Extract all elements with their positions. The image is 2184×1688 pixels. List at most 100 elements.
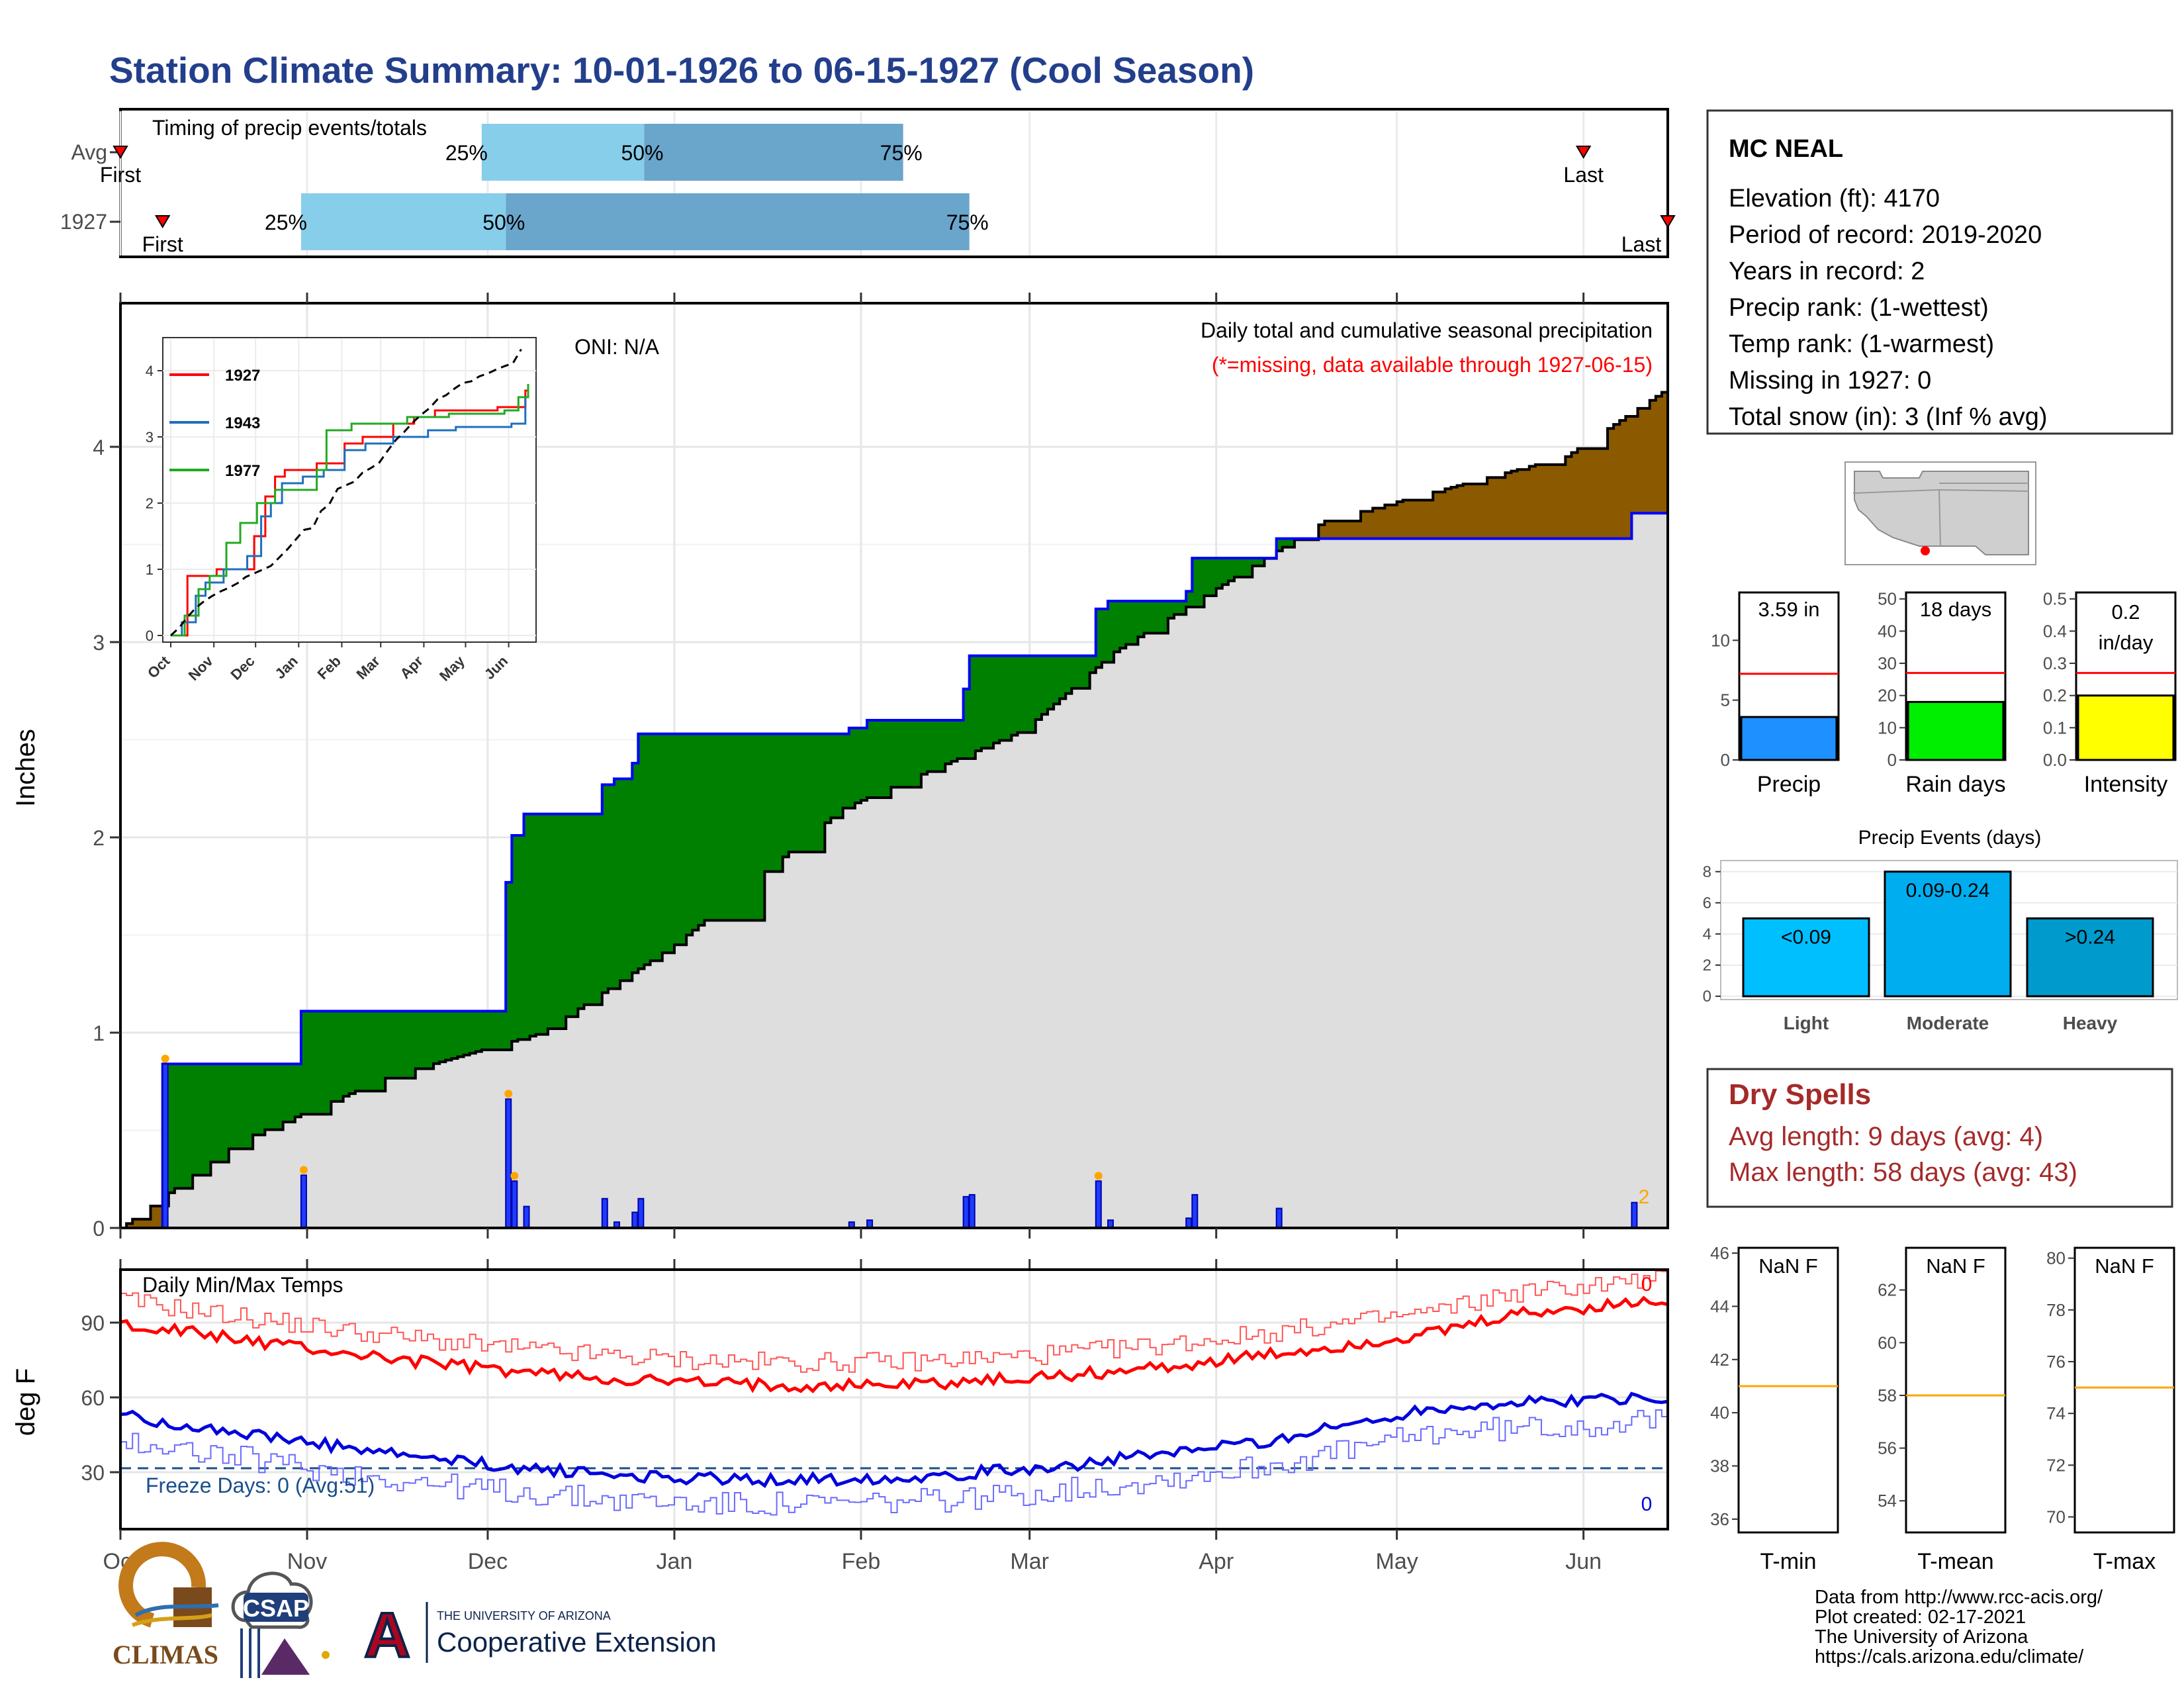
summary-bar-xlabel: Intensity bbox=[2084, 772, 2168, 797]
temp-summary-xlabel: T-mean bbox=[1917, 1549, 1993, 1574]
daily-precip-bar bbox=[1631, 1201, 1638, 1229]
summary-bar-unit: in/day bbox=[2099, 631, 2154, 654]
year-cumulative-line bbox=[120, 512, 1668, 1229]
temp-y-label: 30 bbox=[81, 1461, 105, 1485]
station-temp-rank: Temp rank: (1-warmest) bbox=[1729, 330, 1994, 358]
tmax-year-line bbox=[120, 1295, 1668, 1393]
timing-panel: Timing of precip events/totals Avg 1927 … bbox=[60, 108, 1676, 258]
summary-bar-value bbox=[1907, 700, 2005, 761]
last-label: Last bbox=[1563, 163, 1604, 187]
inset-y-label: 0 bbox=[146, 628, 154, 644]
month-label: May bbox=[1376, 1549, 1418, 1574]
timing-row-year-label: 1927 bbox=[60, 210, 107, 234]
daily-precip-bar bbox=[637, 1197, 645, 1229]
summary-y-label: 0.2 bbox=[2043, 686, 2067, 706]
summary-y-label: 5 bbox=[1721, 690, 1730, 710]
temp-summary-y-label: 54 bbox=[1878, 1491, 1897, 1511]
summary-y-label: 0.0 bbox=[2043, 750, 2067, 770]
station-info: MC NEAL Elevation (ft): 4170 Period of r… bbox=[1706, 109, 2173, 435]
event-bar-label: >0.24 bbox=[2065, 926, 2115, 948]
temp-summary-value: NaN F bbox=[2095, 1254, 2154, 1278]
daily-precip-bar bbox=[505, 1098, 512, 1229]
inset-frame bbox=[162, 337, 537, 643]
summary-bar-label: 0.2 bbox=[2111, 600, 2140, 624]
corner-count: 2 bbox=[1639, 1186, 1650, 1208]
month-label: Jun bbox=[1565, 1549, 1602, 1574]
avg-quartile-bar-2 bbox=[644, 124, 903, 181]
station-years: Years in record: 2 bbox=[1729, 258, 1925, 285]
event-bar-name: Moderate bbox=[1907, 1013, 1989, 1033]
month-label: Dec bbox=[468, 1549, 508, 1574]
event-bar-name: Heavy bbox=[2063, 1013, 2118, 1033]
month-label: Jan bbox=[657, 1549, 693, 1574]
events-y-label: 8 bbox=[1703, 863, 1711, 881]
events-y-label: 6 bbox=[1703, 894, 1711, 912]
events-y-label: 4 bbox=[1703, 925, 1711, 943]
event-bar-name: Light bbox=[1784, 1013, 1829, 1033]
summary-bar-xlabel: Rain days bbox=[1905, 772, 2005, 797]
first-event-marker bbox=[154, 215, 171, 228]
temp-summary-y-label: 74 bbox=[2046, 1403, 2066, 1423]
temp-summary-y-label: 36 bbox=[1710, 1509, 1729, 1529]
summary-bar-label: 18 days bbox=[1920, 598, 1992, 621]
freeze-days-label: Freeze Days: 0 (Avg:51) bbox=[146, 1474, 375, 1497]
csap-text: CSAP bbox=[243, 1595, 309, 1622]
summary-bar-rain-days: 0 10 20 30 40 50 18 days Rain days bbox=[1878, 589, 2007, 797]
summary-y-label: 0.4 bbox=[2043, 621, 2067, 641]
tmax-normal-line bbox=[120, 1268, 1668, 1373]
last-event-marker bbox=[1575, 146, 1592, 159]
above-average-area bbox=[162, 538, 1319, 1206]
missing-note: (*=missing, data available through 1927-… bbox=[1212, 353, 1653, 377]
locator-map bbox=[1844, 461, 2036, 565]
summary-bar-intensity: 0.0 0.1 0.2 0.3 0.4 0.5 0.2 in/day Intensity bbox=[2043, 589, 2177, 797]
temp-label: Daily Min/Max Temps bbox=[142, 1273, 343, 1297]
temp-summary-y-label: 62 bbox=[1878, 1280, 1897, 1300]
page-title: Station Climate Summary: 10-01-1926 to 0… bbox=[109, 50, 1254, 91]
inset-legend-label: 1977 bbox=[225, 462, 260, 480]
temp-summary-value: NaN F bbox=[1926, 1254, 1985, 1278]
y-tick-label: 3 bbox=[93, 631, 105, 655]
temp-summary-value: NaN F bbox=[1758, 1254, 1818, 1278]
ua-extension-text: Cooperative Extension bbox=[437, 1626, 717, 1658]
inset-series-1977 bbox=[171, 384, 529, 637]
q50-label: 50% bbox=[482, 211, 525, 234]
summary-y-label: 10 bbox=[1711, 630, 1730, 650]
temp-summary-xlabel: T-max bbox=[2093, 1549, 2156, 1574]
inset-y-label: 3 bbox=[146, 429, 154, 445]
avg-quartile-bar-1 bbox=[481, 124, 645, 181]
summary-y-label: 0.5 bbox=[2043, 589, 2067, 609]
precip-frame bbox=[119, 302, 1669, 1229]
dry-spells-title: Dry Spells bbox=[1729, 1078, 1871, 1111]
temp-summary-y-label: 76 bbox=[2046, 1352, 2066, 1372]
summary-y-label: 30 bbox=[1878, 653, 1897, 673]
summary-bar-xlabel: Precip bbox=[1757, 772, 1821, 797]
university-of-arizona-logo: A THE UNIVERSITY OF ARIZONA Cooperative … bbox=[363, 1599, 717, 1672]
y-tick-label: 1 bbox=[93, 1021, 105, 1045]
credit-plot-created: Plot created: 02-17-2021 bbox=[1815, 1607, 2026, 1628]
year-quartile-bar-2 bbox=[506, 193, 970, 250]
daily-precip-bar bbox=[1275, 1207, 1283, 1229]
y-tick-label: 4 bbox=[93, 436, 105, 459]
credit-data-source: Data from http://www.rcc-acis.org/ bbox=[1815, 1587, 2103, 1608]
temp-frame bbox=[119, 1268, 1669, 1530]
oni-label: ONI: N/A bbox=[574, 335, 660, 359]
inset-legend-label: 1943 bbox=[225, 414, 260, 432]
events-y-label: 0 bbox=[1703, 988, 1711, 1006]
tmin-normal-line bbox=[120, 1409, 1668, 1516]
temp-y-label: 60 bbox=[81, 1386, 105, 1410]
timing-row-avg-label: Avg bbox=[71, 140, 107, 164]
inset-y-label: 1 bbox=[146, 561, 154, 578]
temp-summary-xlabel: T-min bbox=[1760, 1549, 1817, 1574]
q25-label: 25% bbox=[445, 141, 488, 165]
temp-summary-y-label: 46 bbox=[1710, 1243, 1729, 1263]
snow-marker bbox=[510, 1172, 519, 1180]
event-bar-heavy bbox=[2026, 917, 2154, 998]
summary-bars: 0 5 10 3.59 in Precip 0 10 20 30 40 50 18 days Rain … bbox=[1711, 589, 2177, 797]
month-label: Apr bbox=[1199, 1549, 1234, 1574]
events-title: Precip Events (days) bbox=[1858, 827, 2042, 849]
arizona-shape bbox=[1854, 471, 2029, 555]
precip-note: Daily total and cumulative seasonal prec… bbox=[1201, 318, 1653, 342]
temp-summary-t-max: 70 72 74 76 78 80 NaN F T-max bbox=[2046, 1246, 2175, 1574]
